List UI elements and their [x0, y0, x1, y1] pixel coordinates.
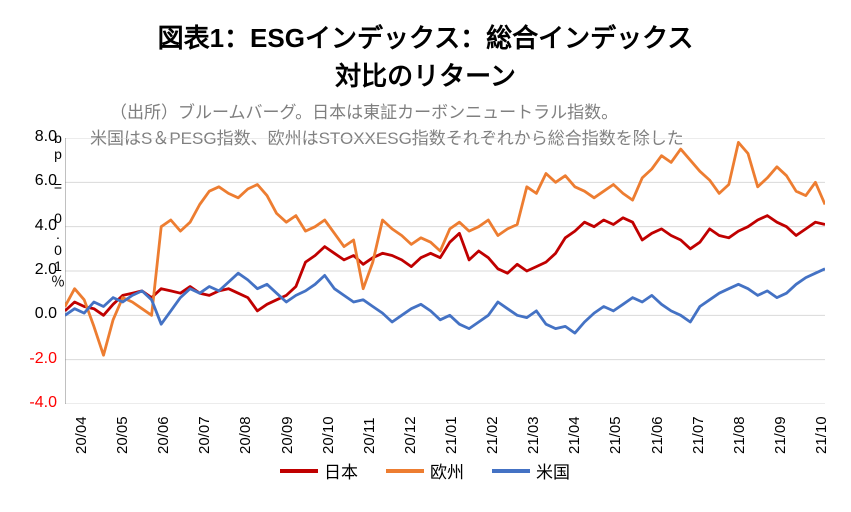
legend-swatch-japan — [280, 469, 318, 473]
xtick-label: 20/10 — [320, 416, 337, 454]
xtick-label: 20/06 — [155, 416, 172, 454]
legend-swatch-us — [492, 469, 530, 473]
xtick-label: 20/04 — [73, 416, 90, 454]
legend-label-europe: 欧州 — [430, 458, 464, 483]
xtick-label: 21/08 — [731, 416, 748, 454]
xtick-label: 21/04 — [566, 416, 583, 454]
chart-title-line2: 対比のリターン — [0, 56, 851, 93]
xtick-label: 21/07 — [690, 416, 707, 454]
xtick-label: 20/05 — [114, 416, 131, 454]
ytick-label: 8.0 — [17, 128, 57, 146]
ytick-label: 6.0 — [17, 172, 57, 190]
xtick-label: 21/05 — [607, 416, 624, 454]
xtick-label: 20/07 — [196, 416, 213, 454]
xtick-label: 21/02 — [484, 416, 501, 454]
xtick-label: 21/10 — [813, 416, 830, 454]
chart-subtitle-line1: （出所）ブルームバーグ。日本は東証カーボンニュートラル指数。 — [110, 98, 618, 123]
ytick-label: 0.0 — [17, 305, 57, 323]
legend-swatch-europe — [386, 469, 424, 473]
xtick-label: 21/09 — [772, 416, 789, 454]
plot-area — [65, 138, 825, 404]
xtick-label: 20/09 — [279, 416, 296, 454]
xtick-label: 21/03 — [525, 416, 542, 454]
xtick-label: 21/06 — [649, 416, 666, 454]
legend-label-us: 米国 — [536, 458, 570, 483]
ytick-label: 2.0 — [17, 261, 57, 279]
xtick-label: 20/12 — [402, 416, 419, 454]
ytick-label: -2.0 — [17, 350, 57, 368]
legend-label-japan: 日本 — [324, 458, 358, 483]
esg-chart: 図表1：ESGインデックス：総合インデックス 対比のリターン （出所）ブルームバ… — [0, 0, 851, 512]
chart-title-line1: 図表1：ESGインデックス：総合インデックス — [0, 18, 851, 55]
ytick-label: 4.0 — [17, 217, 57, 235]
legend-item-europe: 欧州 — [386, 458, 464, 483]
xtick-label: 21/01 — [443, 416, 460, 454]
ytick-label: -4.0 — [17, 394, 57, 412]
legend: 日本 欧州 米国 — [280, 458, 570, 483]
legend-item-japan: 日本 — [280, 458, 358, 483]
xtick-label: 20/08 — [237, 416, 254, 454]
xtick-label: 20/11 — [361, 418, 378, 454]
legend-item-us: 米国 — [492, 458, 570, 483]
